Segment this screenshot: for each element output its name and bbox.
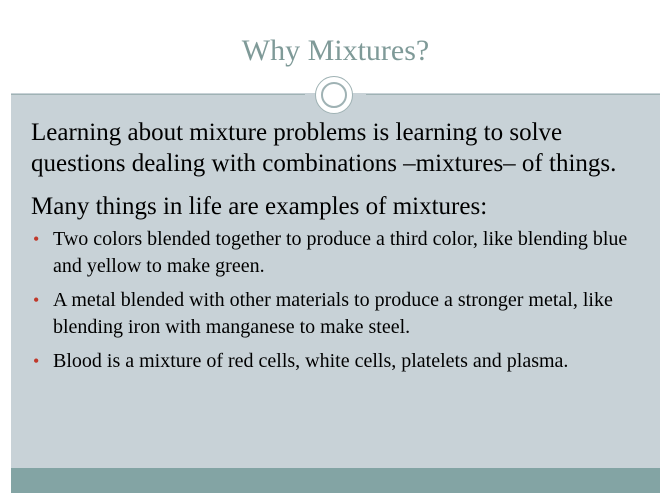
circle-ornament-icon — [315, 76, 353, 114]
list-item-text: Two colors blended together to produce a… — [53, 228, 628, 277]
list-item: • A metal blended with other materials t… — [31, 287, 643, 341]
list-item: • Two colors blended together to produce… — [31, 226, 643, 280]
slide-title: Why Mixtures? — [241, 34, 430, 67]
bullet-icon: • — [33, 351, 40, 371]
intro-paragraph: Learning about mixture problems is learn… — [31, 119, 617, 177]
divider-right — [366, 94, 660, 95]
slide-body: Learning about mixture problems is learn… — [31, 117, 643, 382]
list-item-text: Blood is a mixture of red cells, white c… — [53, 350, 569, 372]
slide: Why Mixtures? Learning about mixture pro… — [11, 11, 660, 493]
footer-bar — [11, 468, 660, 493]
examples-heading: Many things in life are examples of mixt… — [31, 193, 488, 220]
examples-list: • Two colors blended together to produce… — [31, 226, 643, 375]
bullet-icon: • — [33, 229, 40, 249]
divider-left — [11, 94, 305, 95]
bullet-icon: • — [33, 290, 40, 310]
list-item: • Blood is a mixture of red cells, white… — [31, 348, 643, 375]
list-item-text: A metal blended with other materials to … — [53, 289, 613, 338]
circle-ornament-inner — [321, 82, 347, 108]
